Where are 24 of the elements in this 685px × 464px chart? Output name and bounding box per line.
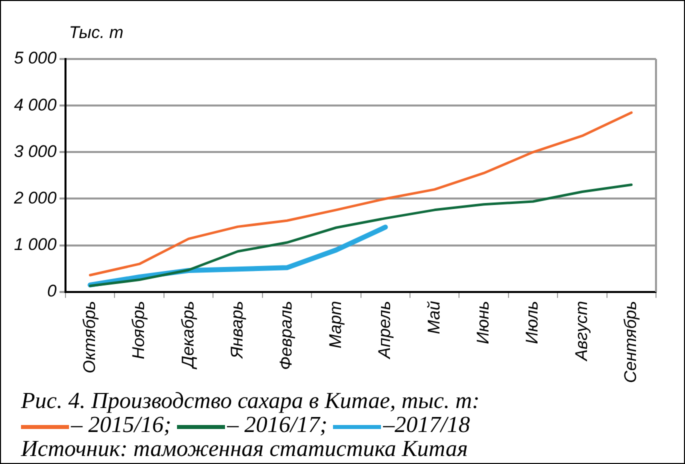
x-tick-label: Февраль: [276, 300, 296, 370]
text: Источник: таможенная статистика Китая: [21, 436, 469, 461]
x-tick-label: Апрель: [375, 300, 394, 360]
y-tick-label: 4 000: [14, 95, 58, 114]
x-tick-label: Октябрь: [80, 300, 99, 374]
y-axis-title: Тыс. т: [69, 23, 124, 43]
x-tick-label: Март: [326, 300, 345, 348]
x-tick-label: Ноябрь: [129, 300, 148, 360]
x-tick-label: Январь: [227, 300, 246, 360]
y-tick-label: 2 000: [12, 188, 58, 208]
y-tick-label: 1 000: [14, 235, 58, 254]
x-tick-label: Июнь: [474, 300, 493, 344]
legend-label: –2017/18: [382, 412, 470, 437]
x-tick-label: Июль: [522, 300, 542, 344]
legend-label: – 2016/17;: [227, 412, 328, 437]
x-tick-label: Май: [424, 300, 444, 334]
text: Рис. 4. Производство сахара в Китае, тыс. т:: [21, 388, 480, 413]
x-tick-label: Сентябрь: [621, 300, 640, 384]
y-tick-label: 3 000: [14, 142, 58, 161]
x-tick-label: Декабрь: [178, 300, 198, 370]
x-tick-label: Август: [572, 300, 591, 362]
y-tick-label: 0: [47, 282, 58, 301]
y-tick-label: 5 000: [14, 48, 58, 68]
legend-label: – 2015/16;: [70, 412, 172, 437]
